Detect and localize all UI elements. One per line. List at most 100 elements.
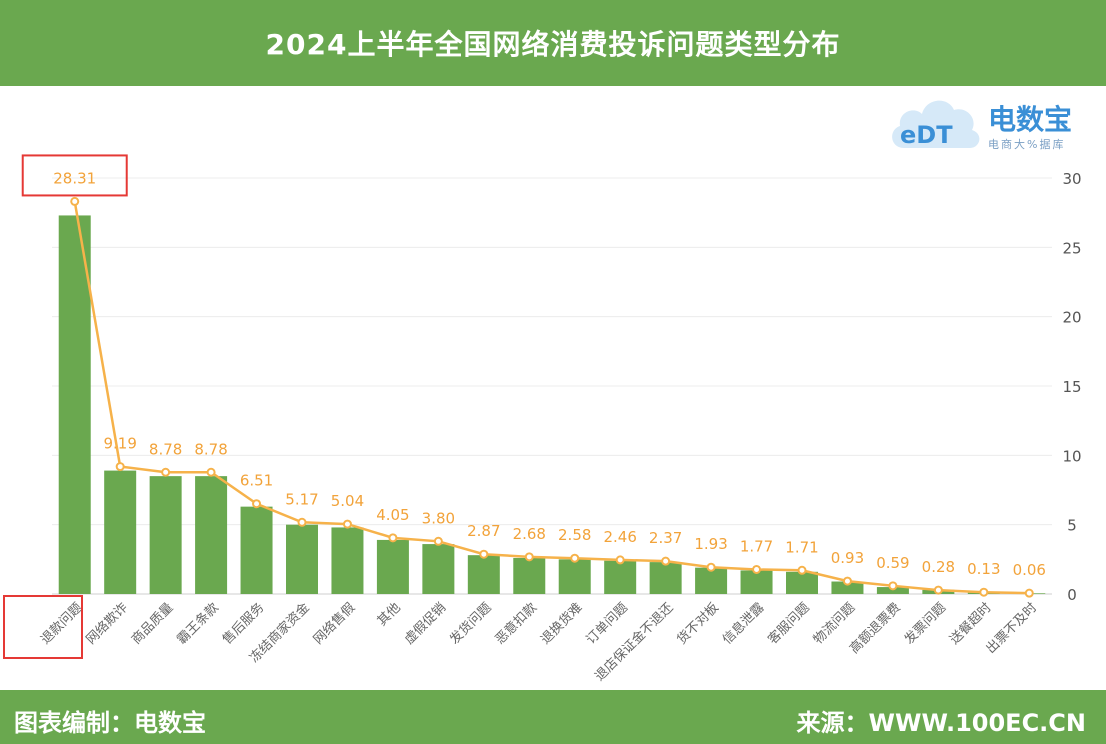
line-point [570, 553, 580, 563]
line-point [797, 565, 807, 575]
data-label: 0.28 [922, 558, 955, 576]
line-point [979, 587, 989, 597]
x-tick-label: 退换货难 [537, 600, 585, 648]
data-label: 2.37 [649, 529, 682, 547]
bar [695, 567, 728, 594]
bar [876, 587, 909, 594]
y-tick-label: 0 [1067, 586, 1077, 604]
y-tick-label: 15 [1062, 378, 1081, 396]
bar-line-chart: 28.31 9.19 8.78 8.78 6.51 5.17 5.04 4.05 3.80 2.8… [3, 154, 1082, 685]
chart-title: 2024上半年全国网络消费投诉问题类型分布 [0, 0, 1106, 86]
data-label: 0.06 [1013, 561, 1046, 579]
footer: 图表编制：电数宝 来源：WWW.100EC.CN [0, 690, 1106, 744]
bar [331, 527, 364, 594]
bar [58, 215, 91, 594]
line-point [1024, 588, 1034, 598]
bar [513, 557, 546, 594]
logo-tagline: 电商大%据库 [988, 138, 1066, 151]
bar [422, 544, 455, 594]
data-label: 6.51 [240, 472, 273, 490]
bar [104, 470, 137, 594]
y-tick-label: 30 [1062, 170, 1081, 188]
data-label: 5.04 [331, 492, 364, 510]
x-tick-label: 售后服务 [219, 600, 267, 648]
bar [467, 555, 500, 594]
line-point [342, 519, 352, 529]
x-tick-label: 送餐超时 [947, 600, 995, 648]
logo-mark: eDT [900, 121, 953, 149]
series-line [73, 201, 1030, 595]
x-tick-label: 霸王条款 [174, 600, 222, 648]
line-point [524, 552, 534, 562]
y-tick-label: 10 [1062, 447, 1081, 465]
line-point [161, 467, 171, 477]
x-tick-label: 信息泄露 [719, 600, 767, 648]
data-label: 8.78 [194, 440, 227, 458]
footer-source: 来源：WWW.100EC.CN [796, 709, 1087, 737]
bar [649, 562, 682, 594]
data-label: 2.68 [513, 525, 546, 543]
data-label: 0.13 [967, 560, 1000, 578]
line-point [115, 462, 125, 472]
bar [149, 476, 182, 594]
logo: eDT 电数宝 电商大%据库 [886, 88, 1101, 158]
data-label: 2.87 [467, 522, 500, 540]
line-point [933, 585, 943, 595]
x-tick-label: 发票问题 [901, 600, 949, 648]
data-label: 1.77 [740, 537, 773, 555]
data-label: 3.80 [422, 509, 455, 527]
x-tick-label: 退店保证金不退还 [592, 600, 677, 685]
data-label: 8.78 [149, 440, 182, 458]
bar [376, 539, 409, 594]
highlight-box-category [3, 595, 83, 659]
data-label: 0.93 [831, 549, 864, 567]
line-point [479, 549, 489, 559]
data-label: 1.71 [785, 538, 818, 556]
logo-name: 电数宝 [988, 103, 1073, 136]
x-tick-label: 虚假促销 [402, 600, 449, 647]
cloud-logo-icon: eDT [892, 100, 980, 149]
line-point [70, 196, 80, 206]
x-tick-label: 退款问题 [38, 600, 85, 647]
line-point [252, 499, 262, 509]
x-tick-label: 发货问题 [447, 600, 495, 648]
line-point [297, 517, 307, 527]
data-label: 2.46 [603, 528, 636, 546]
bar [786, 571, 818, 594]
x-tick-label: 货不对板 [674, 600, 722, 648]
data-label: 1.93 [694, 535, 727, 553]
line-point [206, 467, 216, 477]
x-tick-label: 商品质量 [129, 600, 176, 647]
bar [604, 560, 637, 594]
data-label: 2.58 [558, 526, 591, 544]
bar [195, 476, 228, 594]
x-tick-label: 物流问题 [811, 600, 858, 647]
bar [740, 570, 773, 594]
line-point [752, 564, 762, 574]
x-tick-label: 其他 [375, 600, 404, 629]
x-tick-label: 订单问题 [584, 600, 631, 647]
bar [831, 581, 864, 594]
line-point [888, 581, 898, 591]
line-point [388, 533, 398, 543]
line-point [433, 536, 443, 546]
x-tick-label: 网络欺诈 [83, 600, 131, 648]
highlight-box-value [21, 154, 128, 197]
data-label: 9.19 [103, 435, 136, 453]
x-tick-label: 网络售假 [310, 600, 358, 648]
y-tick-label: 25 [1062, 239, 1081, 257]
data-label: 28.31 [53, 169, 96, 187]
x-tick-label: 恶意扣款 [492, 600, 540, 648]
data-label: 0.59 [876, 554, 909, 572]
line-point [615, 555, 625, 565]
line-point [842, 576, 852, 586]
line-point [661, 556, 671, 566]
line-point [706, 562, 716, 572]
data-label: 5.17 [285, 490, 318, 508]
data-label: 4.05 [376, 506, 409, 524]
footer-compiler: 图表编制：电数宝 [14, 709, 206, 737]
y-tick-label: 5 [1067, 517, 1077, 535]
bar [240, 506, 273, 594]
bar [558, 559, 591, 594]
bar [286, 524, 318, 594]
